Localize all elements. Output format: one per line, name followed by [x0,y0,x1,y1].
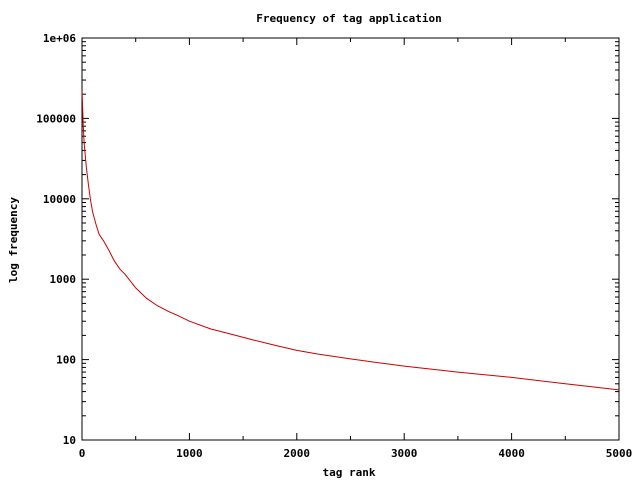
tick-labels: 0 1000 2000 3000 4000 5000 10 100 1000 10000 10000… [36,32,632,460]
series-group [81,90,620,391]
x-tick-label: 1000 [176,447,203,460]
x-axis-label: tag rank [323,466,376,479]
y-tick-label: 100000 [36,112,76,125]
y-tick-label: 1000 [50,273,77,286]
y-tick-label: 10000 [43,193,76,206]
x-tick-label: 2000 [284,447,311,460]
y-tick-label: 1e+06 [43,32,76,45]
y-tick-label: 100 [56,354,76,367]
x-tick-label: 5000 [606,447,633,460]
series-line-0 [81,90,620,391]
plot-frame [81,37,620,441]
x-tick-label: 0 [79,447,86,460]
chart-title: Frequency of tag application [256,12,441,25]
y-tick-label: 10 [63,434,76,447]
axis-ticks [81,37,620,441]
y-axis-label: log frequency [7,197,20,283]
x-tick-label: 4000 [498,447,525,460]
x-tick-label: 3000 [391,447,418,460]
